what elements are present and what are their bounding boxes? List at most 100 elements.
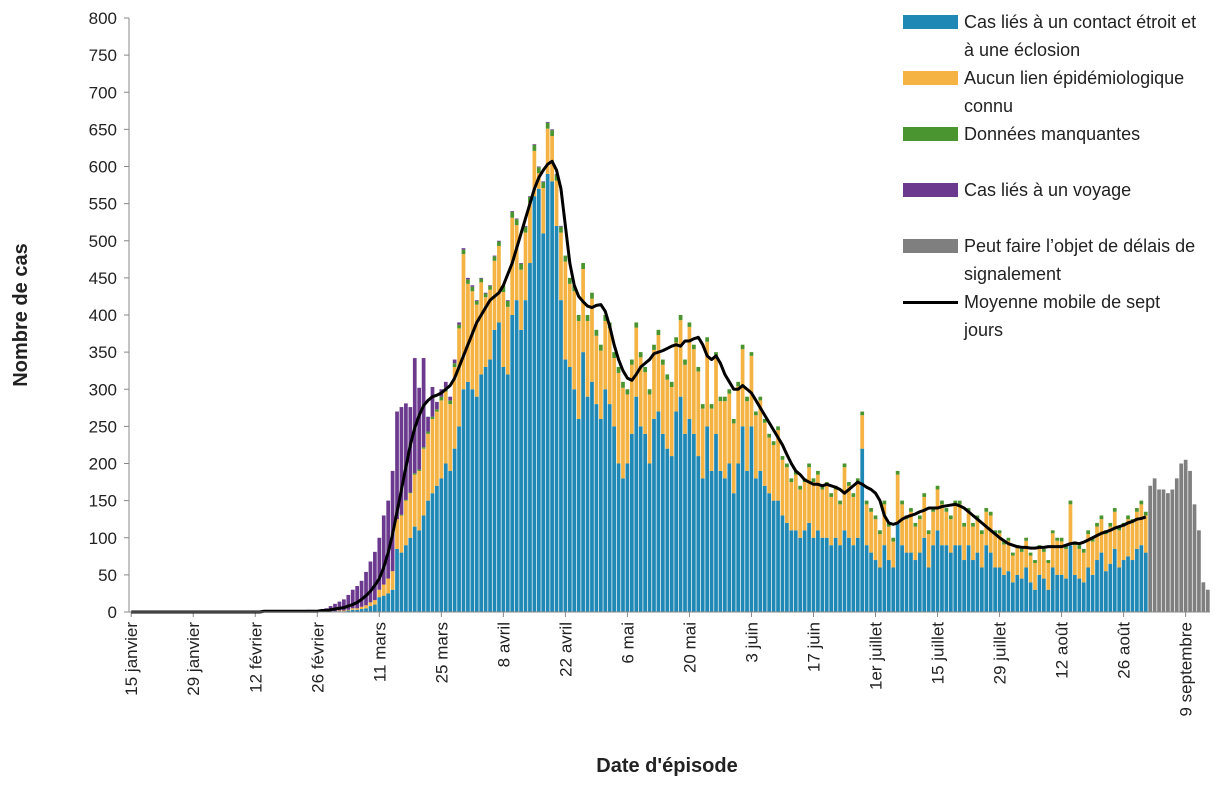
bar-segment (798, 537, 803, 612)
bar-segment (1010, 552, 1015, 556)
bar-segment (616, 463, 621, 612)
bar-segment (1042, 551, 1046, 579)
bar-segment (762, 418, 767, 423)
bar-segment (931, 511, 935, 546)
bar-segment (559, 300, 563, 612)
bar-segment (550, 181, 554, 612)
bar-segment (466, 277, 470, 280)
bar-segment (873, 560, 878, 612)
bar-segment (576, 320, 581, 419)
bar-segment (869, 508, 873, 512)
bar-segment (1179, 463, 1184, 612)
bar-segment (448, 400, 453, 405)
bar-segment (523, 300, 528, 612)
bar-segment (439, 400, 444, 479)
bar-segment (616, 372, 621, 464)
bar-segment (692, 433, 696, 612)
bar-segment (386, 578, 391, 594)
bar-segment (638, 426, 643, 612)
bar-segment (541, 233, 546, 612)
bar-segment (346, 610, 351, 612)
bar-segment (873, 519, 878, 561)
bar-segment (452, 448, 457, 612)
bar-segment (776, 500, 780, 612)
bar-segment (488, 285, 492, 287)
bar-segment (1037, 548, 1042, 575)
bar-segment (665, 374, 670, 380)
bar-segment (931, 508, 935, 512)
x-tick-label: 11 mars (370, 622, 389, 682)
bar-segment (709, 404, 714, 409)
bar-segment (789, 482, 794, 531)
x-tick-label: 29 juillet (991, 622, 1010, 685)
bar-segment (953, 500, 958, 505)
bar-segment (1099, 515, 1104, 520)
x-tick-label: 1er juillet (867, 622, 886, 690)
bar-segment (957, 504, 962, 546)
bar-segment (448, 470, 453, 612)
bar-segment (448, 396, 453, 401)
bar-segment (833, 537, 838, 612)
bar-segment (917, 552, 922, 612)
x-tick-label: 26 février (308, 622, 327, 693)
bar-segment (621, 387, 625, 479)
bar-segment (483, 292, 488, 294)
bar-segment (1143, 552, 1148, 612)
bar-segment (390, 571, 395, 590)
bar-segment (346, 609, 351, 611)
bar-segment (355, 609, 360, 612)
bar-segment (373, 600, 377, 605)
bar-segment (528, 202, 532, 264)
y-tick-label: 300 (89, 380, 117, 399)
bar-segment (696, 456, 701, 612)
bar-segment (1073, 545, 1077, 575)
bar-segment (612, 426, 616, 612)
bar-segment (1068, 545, 1073, 612)
bar-segment (913, 526, 918, 561)
bar-segment (585, 315, 590, 321)
bar-segment (807, 467, 811, 523)
bar-segment (479, 374, 484, 612)
x-tick-label: 25 mars (432, 622, 451, 683)
legend-swatch (903, 127, 958, 141)
x-tick-label: 15 juillet (929, 622, 948, 685)
bar-segment (705, 426, 710, 612)
bar-segment (1104, 534, 1108, 572)
bar-segment (368, 602, 373, 607)
bar-segment (687, 326, 692, 419)
bar-segment (426, 431, 430, 434)
bar-segment (847, 485, 851, 538)
bar-segment (1024, 567, 1029, 612)
bar-segment (598, 350, 603, 419)
bar-segment (576, 315, 581, 321)
bar-segment (723, 401, 727, 479)
bar-segment (1130, 522, 1135, 561)
bar-segment (736, 463, 741, 612)
bar-segment (1135, 548, 1139, 612)
bar-segment (492, 255, 497, 257)
bar-segment (660, 433, 665, 612)
bar-segment (550, 136, 554, 182)
bar-segment (647, 394, 652, 464)
bar-segment (767, 437, 772, 494)
bar-segment (1086, 534, 1091, 568)
bar-segment (762, 485, 767, 612)
bar-segment (780, 459, 785, 516)
bar-segment (461, 389, 466, 612)
bar-segment (678, 315, 683, 321)
bar-segment (957, 545, 962, 612)
bar-segment (718, 470, 723, 612)
bar-segment (430, 493, 435, 612)
bar-segment (669, 387, 674, 457)
bar-segment (461, 249, 466, 255)
bar-segment (740, 426, 745, 612)
bar-segment (629, 359, 634, 365)
bar-segment (359, 609, 364, 612)
bar-segment (355, 586, 360, 609)
bar-segment (909, 552, 913, 612)
bar-segment (674, 342, 679, 412)
bar-segment (1077, 548, 1082, 579)
bar-segment (900, 500, 904, 505)
bar-segment (390, 470, 395, 572)
bar-segment (1068, 504, 1073, 546)
